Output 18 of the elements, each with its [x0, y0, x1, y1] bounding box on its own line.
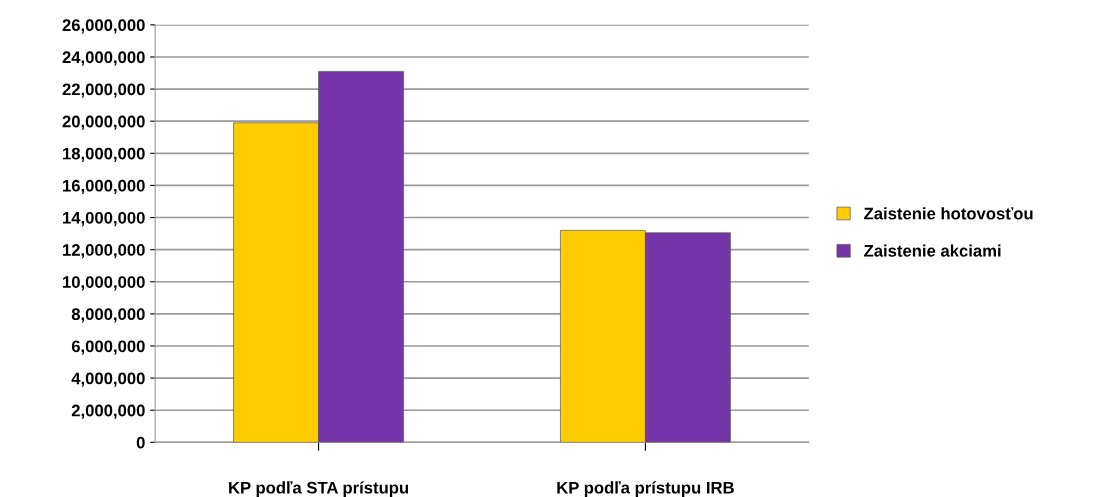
y-tick-label: 24,000,000 [62, 51, 145, 66]
legend-label: Zaistenie akciami [864, 244, 1001, 257]
legend-label: Zaistenie hotovosťou [864, 207, 1033, 220]
y-tick-label: 12,000,000 [63, 244, 145, 259]
y-tick-label: 18,000,000 [63, 147, 145, 162]
y-tick-label: 6,000,000 [71, 340, 145, 355]
y-tick-label: 2,000,000 [71, 404, 145, 419]
y-tick-label: 10,000,000 [63, 276, 145, 291]
y-tick-label: 16,000,000 [63, 179, 145, 195]
y-tick-label: 14,000,000 [63, 211, 145, 227]
y-tick-label: 8,000,000 [71, 308, 145, 323]
y-tick-label: 26,000,000 [62, 19, 145, 34]
y-tick-label: 4,000,000 [71, 372, 145, 387]
y-tick-label: 20,000,000 [62, 115, 145, 130]
x-tick-label: KP podľa STA prístupu [229, 481, 409, 497]
y-tick-label: 0 [136, 436, 145, 449]
y-tick-label: 22,000,000 [62, 83, 145, 98]
x-tick-label: KP podľa prístupu IRB [557, 481, 734, 497]
